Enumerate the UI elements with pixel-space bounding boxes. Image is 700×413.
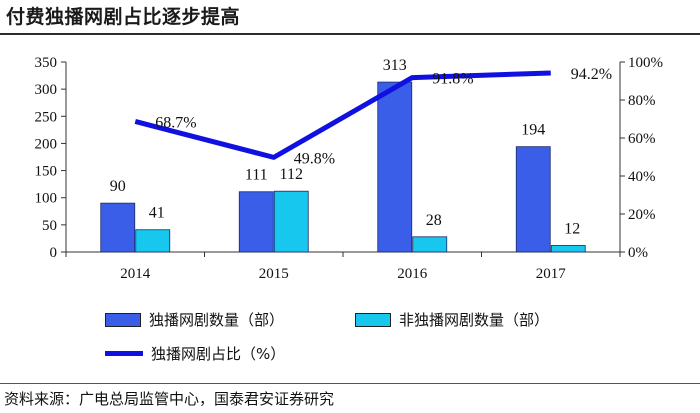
y-tick-label-left: 200 [35, 136, 58, 152]
legend-label-non-exclusive: 非独播网剧数量（部） [399, 311, 550, 329]
y-tick-label-left: 300 [35, 82, 58, 98]
legend-item-non-exclusive: 非独播网剧数量（部） [355, 309, 549, 330]
source-divider [0, 383, 700, 384]
data-label-non-exclusive: 41 [149, 205, 165, 222]
x-tick-label: 2016 [397, 266, 428, 282]
y-tick-label-left: 350 [35, 55, 58, 71]
x-tick-label: 2014 [120, 266, 151, 282]
data-label-share: 94.2% [571, 66, 612, 83]
legend-swatch-exclusive [105, 312, 141, 327]
bar-non-exclusive [135, 229, 171, 253]
y-tick-label-left: 150 [35, 164, 58, 180]
title-divider [0, 33, 700, 35]
data-label-exclusive: 111 [245, 167, 268, 184]
data-label-exclusive: 313 [383, 57, 407, 74]
y-tick-label-right: 20% [628, 207, 656, 223]
data-label-non-exclusive: 12 [564, 220, 580, 237]
bar-exclusive [238, 191, 274, 253]
axes: 0 50 100 150 200 250 300 350 0% 20% 40% 60% 80% 100% 2… [35, 55, 664, 282]
legend-line-share [105, 351, 143, 356]
legend-label-exclusive: 独播网剧数量（部） [149, 311, 285, 329]
bar-exclusive [377, 81, 413, 253]
y-tick-label-right: 40% [628, 169, 656, 185]
source-note: 资料来源：广电总局监管中心，国泰君安证券研究 [4, 390, 335, 408]
bar-non-exclusive [273, 190, 309, 253]
data-label-non-exclusive: 28 [426, 212, 442, 229]
bar-non-exclusive [550, 245, 586, 253]
y-tick-label-left: 0 [50, 245, 58, 261]
data-label-share: 68.7% [155, 114, 196, 131]
data-label-share: 49.8% [294, 150, 335, 167]
x-tick-label: 2017 [536, 266, 567, 282]
y-tick-label-left: 100 [35, 191, 58, 207]
bars [100, 81, 586, 253]
share-line [134, 70, 551, 160]
legend-item-exclusive: 独播网剧数量（部） [105, 309, 284, 330]
bar-non-exclusive [412, 236, 448, 253]
legend-item-share: 独播网剧占比（%） [105, 343, 285, 364]
y-tick-label-right: 0% [628, 245, 648, 261]
data-labels: 90 41 111 112 313 28 194 12 68.7% 49.8% 91.8% 94.2% [110, 57, 612, 237]
legend-label-share: 独播网剧占比（%） [151, 345, 286, 363]
percentage-line [134, 70, 551, 160]
data-label-share: 91.8% [432, 71, 473, 88]
data-label-exclusive: 90 [110, 178, 126, 195]
combo-chart: 0 50 100 150 200 250 300 350 0% 20% 40% 60% 80% 100% 2… [35, 55, 664, 282]
data-label-exclusive: 194 [521, 122, 545, 139]
y-tick-label-left: 250 [35, 109, 58, 125]
y-tick-label-right: 100% [628, 55, 663, 71]
bar-exclusive [515, 146, 551, 253]
legend-swatch-non-exclusive [355, 312, 391, 327]
data-label-non-exclusive: 112 [280, 166, 303, 183]
x-tick-label: 2015 [259, 266, 289, 282]
y-tick-label-left: 50 [42, 218, 57, 234]
bar-exclusive [100, 202, 136, 253]
y-tick-label-right: 60% [628, 131, 656, 147]
chart-title: 付费独播网剧占比逐步提高 [6, 6, 241, 28]
y-tick-label-right: 80% [628, 93, 656, 109]
